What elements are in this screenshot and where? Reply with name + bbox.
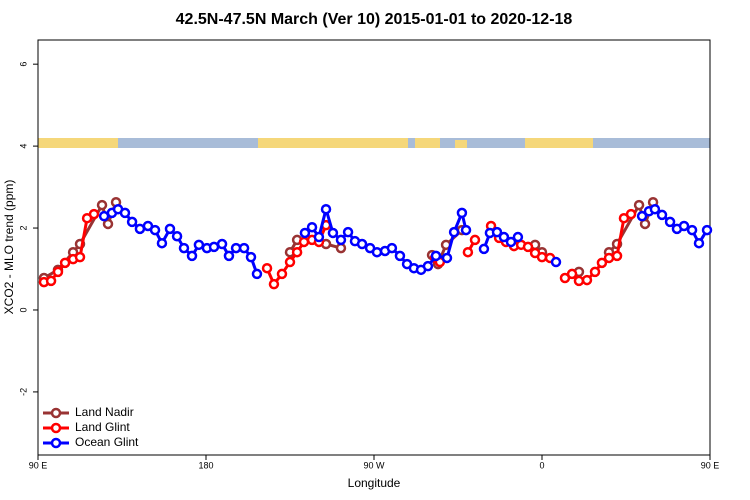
- point: [430, 250, 442, 262]
- point: [126, 216, 138, 228]
- point: [223, 250, 235, 262]
- point: [335, 234, 347, 246]
- point: [52, 266, 64, 278]
- point: [469, 234, 481, 246]
- point: [566, 268, 578, 280]
- point: [603, 252, 615, 264]
- chart-title: 42.5N-47.5N March (Ver 10) 2015-01-01 to…: [176, 11, 573, 28]
- y-tick-label: 6: [18, 62, 28, 67]
- point: [596, 257, 608, 269]
- point: [589, 266, 601, 278]
- point: [88, 208, 100, 220]
- point: [636, 210, 648, 222]
- point: [581, 274, 593, 286]
- y-axis-title: XCO2 - MLO trend (ppm): [2, 180, 16, 315]
- point: [371, 246, 383, 258]
- y-tick-label: 0: [18, 307, 28, 312]
- point: [313, 231, 325, 243]
- point: [460, 224, 472, 236]
- point: [238, 242, 250, 254]
- legend-label: Land Nadir: [75, 405, 134, 419]
- point: [320, 203, 332, 215]
- point: [299, 227, 311, 239]
- point: [649, 203, 661, 215]
- point: [119, 207, 131, 219]
- point: [505, 236, 517, 248]
- point: [178, 242, 190, 254]
- point: [45, 275, 57, 287]
- point: [261, 262, 273, 274]
- point: [633, 199, 645, 211]
- legend-marker: [50, 407, 62, 419]
- point: [422, 260, 434, 272]
- point: [327, 227, 339, 239]
- point: [386, 242, 398, 254]
- point: [441, 252, 453, 264]
- point: [342, 226, 354, 238]
- point: [491, 226, 503, 238]
- y-tick-label: -2: [18, 388, 28, 396]
- point: [456, 207, 468, 219]
- point: [171, 230, 183, 242]
- x-tick-label: 0: [539, 460, 544, 470]
- point: [664, 216, 676, 228]
- y-tick-label: 2: [18, 226, 28, 231]
- series-line: [43, 201, 655, 280]
- point: [512, 231, 524, 243]
- point: [245, 251, 257, 263]
- point: [448, 226, 460, 238]
- x-tick-label: 180: [198, 460, 213, 470]
- point: [701, 224, 713, 236]
- point: [498, 231, 510, 243]
- land-mask-strip: [38, 138, 710, 148]
- point: [693, 237, 705, 249]
- point: [291, 246, 303, 258]
- point: [284, 256, 296, 268]
- point: [522, 241, 534, 253]
- point: [625, 208, 637, 220]
- point: [462, 246, 474, 258]
- point: [276, 268, 288, 280]
- point: [96, 199, 108, 211]
- x-axis-title: Longitude: [348, 476, 401, 490]
- legend-label: Ocean Glint: [75, 435, 139, 449]
- point: [298, 236, 310, 248]
- point: [306, 221, 318, 233]
- point: [478, 243, 490, 255]
- point: [656, 209, 668, 221]
- point: [186, 250, 198, 262]
- point: [59, 257, 71, 269]
- point: [149, 224, 161, 236]
- point: [216, 238, 228, 250]
- x-tick-label: 90 W: [363, 460, 385, 470]
- legend-label: Land Glint: [75, 420, 130, 434]
- point: [251, 268, 263, 280]
- y-tick-label: 4: [18, 144, 28, 149]
- point: [156, 237, 168, 249]
- point: [550, 256, 562, 268]
- point: [536, 251, 548, 263]
- point: [74, 251, 86, 263]
- x-tick-label: 90 E: [701, 460, 720, 470]
- point: [686, 224, 698, 236]
- point: [394, 250, 406, 262]
- x-tick-label: 90 E: [29, 460, 48, 470]
- point: [164, 223, 176, 235]
- point: [678, 220, 690, 232]
- legend-marker: [50, 422, 62, 434]
- point: [268, 278, 280, 290]
- point: [102, 218, 114, 230]
- point: [611, 250, 623, 262]
- point: [573, 275, 585, 287]
- point: [356, 238, 368, 250]
- legend-marker: [50, 437, 62, 449]
- point: [335, 242, 347, 254]
